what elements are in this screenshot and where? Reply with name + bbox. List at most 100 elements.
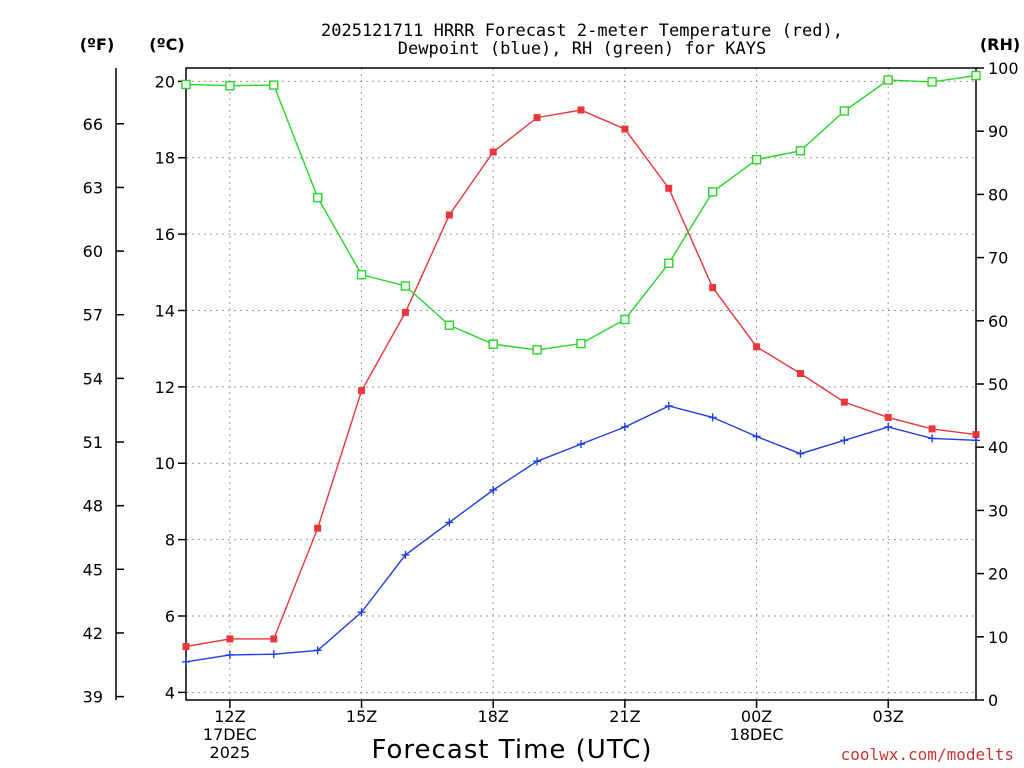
series-layer [181,70,981,666]
rh-marker [181,79,191,90]
x-tick-label: 18Z [478,707,509,726]
temperature-marker [358,387,366,395]
temperature-marker [577,106,585,114]
rh-series [181,70,981,355]
dewpoint-series [182,401,980,666]
rh-marker [883,75,893,85]
rh-marker [400,281,411,291]
fahrenheit-tick-label: 63 [83,178,103,197]
temperature-marker [445,211,453,219]
dewpoint-marker [620,422,629,431]
rh-tick-label: 20 [988,565,1008,584]
rh-tick-label: 40 [988,438,1008,457]
rh-marker [576,338,586,349]
rh-marker [795,146,806,156]
dewpoint-marker [664,401,673,410]
dewpoint-marker [533,457,542,466]
celsius-tick-label: 14 [155,301,175,320]
celsius-unit-label: (ºC) [149,35,184,54]
rh-marker [225,80,235,91]
celsius-tick-label: 6 [165,607,175,626]
rh-tick-label: 90 [988,122,1008,141]
temperature-marker [533,114,541,122]
dewpoint-marker [928,434,937,443]
rh-unit-label: (RH) [980,35,1020,54]
rh-marker [444,320,455,330]
x-tick-label: 15Z [346,707,377,726]
dewpoint-marker [752,432,761,441]
dewpoint-marker [972,436,980,445]
rh-marker [488,339,498,349]
fahrenheit-tick-label: 45 [83,560,103,579]
rh-marker [620,314,630,325]
temperature-marker [796,369,804,377]
celsius-tick-label: 20 [155,72,175,91]
dewpoint-marker [225,650,234,659]
celsius-tick-label: 18 [155,149,175,168]
temperature-marker [489,148,497,156]
dewpoint-marker [489,485,498,494]
dewpoint-marker [577,440,585,449]
temperature-marker [182,643,190,651]
dewpoint-marker [357,608,366,617]
x-tick-label: 17DEC [203,725,257,744]
rh-tick-label: 70 [988,249,1008,268]
temperature-marker [972,431,980,439]
celsius-tick-label: 10 [155,454,175,473]
temperature-marker [270,635,278,643]
temperature-marker [753,343,761,351]
celsius-tick-label: 8 [165,531,175,550]
rh-marker [312,192,323,203]
dewpoint-marker [840,436,849,445]
temperature-line [185,109,977,648]
fahrenheit-tick-label: 57 [83,306,103,325]
rh-tick-label: 30 [988,501,1008,520]
rh-tick-label: 80 [988,185,1008,204]
fahrenheit-tick-label: 48 [83,497,103,516]
dewpoint-marker [445,518,454,527]
fahrenheit-unit-label: (ºF) [80,35,115,54]
fahrenheit-tick-label: 39 [83,688,103,707]
temperature-marker [226,635,234,643]
x-tick-label: 2025 [210,743,251,762]
rh-marker [532,345,542,355]
rh-marker [839,106,850,116]
rh-tick-label: 60 [988,312,1008,331]
temperature-series [182,106,980,651]
rh-marker [751,154,762,165]
x-tick-label: 18DEC [730,725,784,744]
fahrenheit-tick-label: 54 [83,369,103,388]
temperature-marker [928,425,936,433]
dewpoint-marker [269,650,278,659]
rh-marker [971,70,981,81]
chart-title-line-2: Dewpoint (blue), RH (green) for KAYS [398,39,766,59]
fahrenheit-tick-label: 66 [83,115,103,134]
rh-line [185,74,977,351]
fahrenheit-tick-label: 51 [83,433,103,452]
rh-marker [664,258,674,268]
temperature-marker [401,308,409,316]
celsius-tick-label: 16 [155,225,175,244]
x-tick-label: 12Z [214,707,245,726]
chart-title-line-1: 2025121711 HRRR Forecast 2-meter Tempera… [321,21,843,41]
fahrenheit-tick-label: 42 [83,624,103,643]
x-tick-label: 21Z [609,707,640,726]
rh-tick-label: 100 [988,59,1019,78]
celsius-tick-label: 12 [155,378,175,397]
dewpoint-marker [884,422,893,431]
x-axis-label: Forecast Time (UTC) [371,735,652,765]
rh-tick-label: 0 [988,691,998,710]
dewpoint-marker [796,449,805,458]
x-tick-label: 03Z [873,707,904,726]
temperature-marker [709,284,717,292]
rh-tick-label: 10 [988,628,1008,647]
dewpoint-marker [182,657,190,666]
rh-marker [707,187,718,197]
dewpoint-marker [708,413,717,422]
temperature-marker [621,125,629,133]
fahrenheit-tick-label: 60 [83,242,103,261]
rh-tick-label: 50 [988,375,1008,394]
credit-text: coolwx.com/modelts [841,745,1014,764]
temperature-marker [314,524,322,532]
